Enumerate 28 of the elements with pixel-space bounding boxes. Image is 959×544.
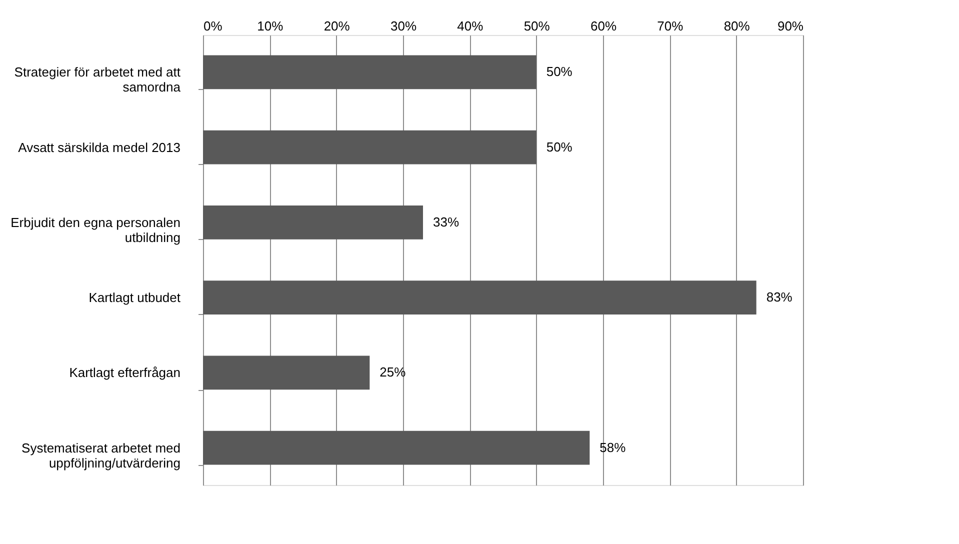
x-tick-label: 0%: [204, 18, 223, 34]
y-tick-label: Avsatt särskilda medel 2013: [18, 140, 180, 155]
x-tick-label: 40%: [457, 18, 484, 34]
y-tick-label: Erbjudit den egna personalen utbildning: [10, 214, 180, 245]
y-tick-label: Systematiserat arbetet med uppföljning/utvärdering: [22, 440, 180, 470]
x-tick-label: 20%: [324, 18, 350, 34]
x-tick-label: 30%: [390, 18, 417, 34]
bar: [203, 356, 370, 390]
bar: [203, 130, 536, 164]
x-tick-label: 70%: [657, 18, 684, 34]
data-label: 25%: [380, 364, 406, 380]
data-label: 33%: [433, 214, 460, 230]
bar: [203, 55, 536, 90]
data-label: 58%: [600, 440, 626, 455]
y-tick-label: Strategier för arbetet med att samordna: [14, 64, 182, 95]
data-label: 50%: [546, 139, 573, 154]
x-tick-label: 90%: [777, 18, 804, 34]
y-tick-label: Kartlagt efterfrågan: [69, 365, 180, 380]
x-tick-label: 80%: [724, 18, 750, 34]
x-tick-label: 50%: [524, 18, 550, 34]
y-tick-label: Kartlagt utbudet: [88, 290, 181, 306]
x-tick-label: 10%: [257, 18, 284, 34]
data-label: 50%: [546, 64, 573, 80]
data-label: 83%: [766, 290, 793, 305]
bar: [203, 206, 423, 240]
bar: [203, 280, 756, 314]
x-tick-label: 60%: [590, 18, 617, 34]
bar: [203, 430, 590, 465]
